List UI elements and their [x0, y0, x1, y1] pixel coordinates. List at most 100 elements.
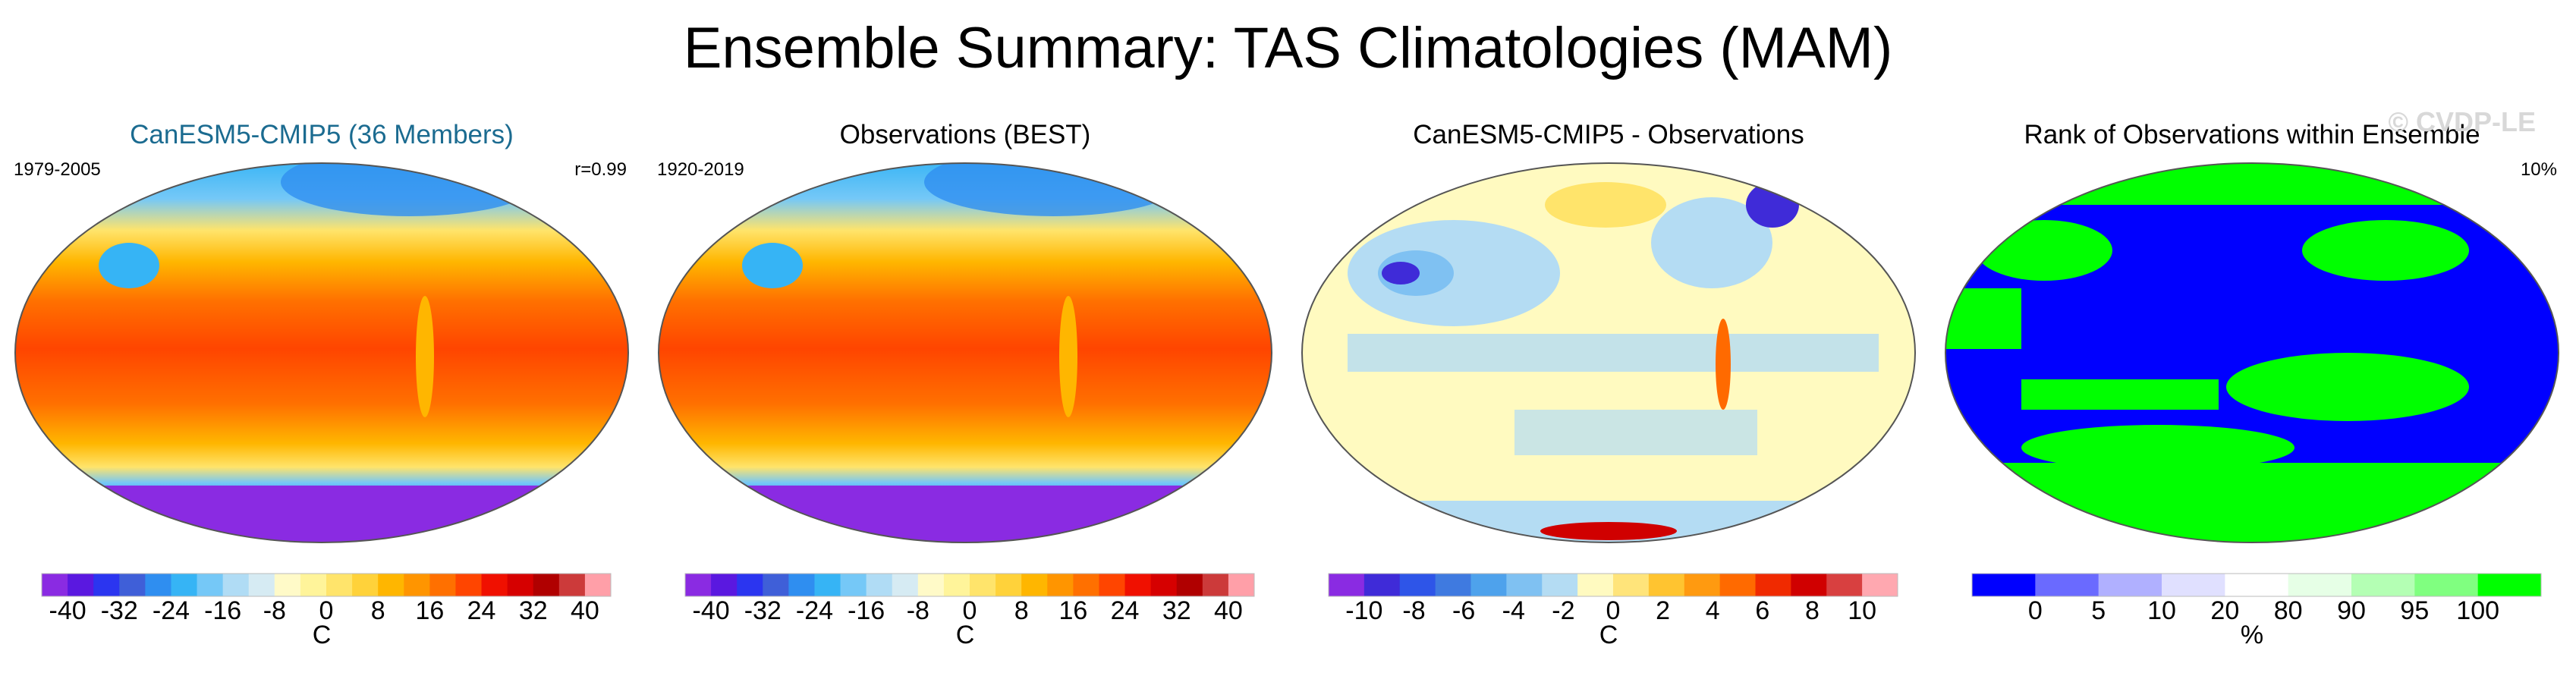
- colorbar-segment: [943, 574, 970, 596]
- panel-title: Observations (BEST): [839, 120, 1091, 149]
- colorbar-tick-label: -4: [1502, 596, 1525, 622]
- colorbar-segment: [1684, 574, 1721, 596]
- colorbar: -40 -32 -24 -16 -8 0 8 16 24 32 40: [684, 573, 1255, 622]
- colorbar-tick-label: 90: [2337, 596, 2366, 622]
- correlation-label: r=0.99: [574, 159, 627, 180]
- colorbar-segment: [1862, 574, 1898, 596]
- colorbar-tick-label: -24: [796, 596, 833, 622]
- colorbar-tick-label: 32: [1162, 596, 1191, 622]
- colorbar-segment: [93, 574, 120, 596]
- colorbar-segment: [2414, 574, 2479, 596]
- colorbar-tick-label: 8: [1014, 596, 1029, 622]
- colorbar-tick-label: 100: [2456, 596, 2499, 622]
- colorbar-segment: [1542, 574, 1578, 596]
- colorbar-segment: [2098, 574, 2162, 596]
- colorbar-segment: [119, 574, 146, 596]
- colorbar-tick-label: 40: [571, 596, 599, 622]
- colorbar-tick-label: -24: [153, 596, 190, 622]
- colorbar-segment: [970, 574, 996, 596]
- colorbar-tick-label: -40: [49, 596, 86, 622]
- colorbar-segment: [533, 574, 560, 596]
- colorbar-tick-label: 5: [2091, 596, 2106, 622]
- colorbar-tick-label: -16: [204, 596, 241, 622]
- map-outline: [1945, 162, 2559, 543]
- colorbar-tick-label: -32: [744, 596, 782, 622]
- colorbar-tick-label: -8: [1402, 596, 1425, 622]
- colorbar-segment: [171, 574, 198, 596]
- colorbar-segment: [1613, 574, 1650, 596]
- climatology-map: [14, 162, 629, 543]
- colorbar-tick-label: 40: [1214, 596, 1243, 622]
- colorbar-tick-label: 95: [2400, 596, 2429, 622]
- colorbar-segment: [711, 574, 738, 596]
- map-field: [1945, 163, 2559, 542]
- colorbar-tick-label: 8: [1805, 596, 1820, 622]
- rank-map: [1945, 162, 2559, 543]
- colorbar-segment: [481, 574, 508, 596]
- colorbar-tick-label: 80: [2274, 596, 2303, 622]
- colorbar-segment: [1099, 574, 1126, 596]
- map-field: [1302, 163, 1915, 542]
- colorbar-segment: [1719, 574, 1756, 596]
- colorbar-segment: [145, 574, 171, 596]
- panel-model: CanESM5-CMIP5 (36 Members) 1979-2005 r=0…: [0, 0, 643, 676]
- difference-map: [1301, 162, 1916, 543]
- colorbar-segment: [248, 574, 275, 596]
- colorbar-segment: [1228, 574, 1255, 596]
- panel-difference: CanESM5-CMIP5 - Observations -10 -8 -6 -4 -2…: [1287, 0, 1930, 676]
- period-label: 1979-2005: [14, 159, 101, 180]
- colorbar-segment: [737, 574, 763, 596]
- panel-title: Rank of Observations within Ensemble: [2024, 120, 2480, 149]
- colorbar-segment: [1202, 574, 1229, 596]
- colorbar-tick-label: 0: [2028, 596, 2043, 622]
- colorbar-label: %: [2240, 621, 2264, 649]
- colorbar: -40 -32 -24 -16 -8 0 8 16 24 32 40: [41, 573, 612, 622]
- colorbar-tick-label: 0: [1606, 596, 1621, 622]
- colorbar-tick-label: 20: [2210, 596, 2239, 622]
- colorbar-segment: [866, 574, 893, 596]
- colorbar-segment: [1435, 574, 1471, 596]
- colorbar-segment: [1648, 574, 1685, 596]
- colorbar-tick-label: 32: [519, 596, 548, 622]
- map-field: [15, 163, 628, 542]
- colorbar-label: C: [955, 621, 975, 649]
- colorbar-border: [1328, 573, 1898, 597]
- colorbar-segment: [995, 574, 1022, 596]
- colorbar-tick-label: 8: [371, 596, 385, 622]
- colorbar-segment: [2225, 574, 2289, 596]
- colorbar-segment: [1506, 574, 1543, 596]
- colorbar-tick-label: -16: [848, 596, 885, 622]
- colorbar-segment: [429, 574, 456, 596]
- colorbar-segment: [42, 574, 68, 596]
- climatology-map: [658, 162, 1272, 543]
- colorbar-segment: [917, 574, 945, 596]
- colorbar-tick-label: -2: [1552, 596, 1574, 622]
- colorbar-segment: [1399, 574, 1436, 596]
- panel-title: CanESM5-CMIP5 (36 Members): [130, 120, 514, 149]
- colorbar-tick-label: 16: [1058, 596, 1087, 622]
- colorbar-segment: [68, 574, 94, 596]
- colorbar-segment: [222, 574, 250, 596]
- colorbar-tick-label: -8: [263, 596, 286, 622]
- colorbar-segment: [2035, 574, 2099, 596]
- colorbar-tick-label: -8: [907, 596, 929, 622]
- colorbar-border: [1971, 573, 2542, 597]
- colorbar-segment: [404, 574, 430, 596]
- colorbar-label: C: [312, 621, 332, 649]
- panel-observations: Observations (BEST) 1920-2019 -40 -32 -24-…: [643, 0, 1287, 676]
- colorbar-segment: [1329, 574, 1365, 596]
- map-outline: [14, 162, 629, 543]
- period-label: 1920-2019: [657, 159, 744, 180]
- colorbar: 0 5 10 20 80 90 95 100: [1971, 573, 2542, 622]
- figure-title: Ensemble Summary: TAS Climatologies (MAM…: [683, 16, 1893, 80]
- map-field: [659, 163, 1272, 542]
- colorbar-segment: [840, 574, 867, 596]
- colorbar-tick-label: -40: [693, 596, 730, 622]
- colorbar-tick-label: 2: [1656, 596, 1670, 622]
- colorbar-tick-label: -6: [1452, 596, 1475, 622]
- colorbar-label: C: [1599, 621, 1618, 649]
- colorbar-segment: [300, 574, 327, 596]
- colorbar-segment: [788, 574, 815, 596]
- colorbar-segment: [763, 574, 789, 596]
- map-outline: [1301, 162, 1916, 543]
